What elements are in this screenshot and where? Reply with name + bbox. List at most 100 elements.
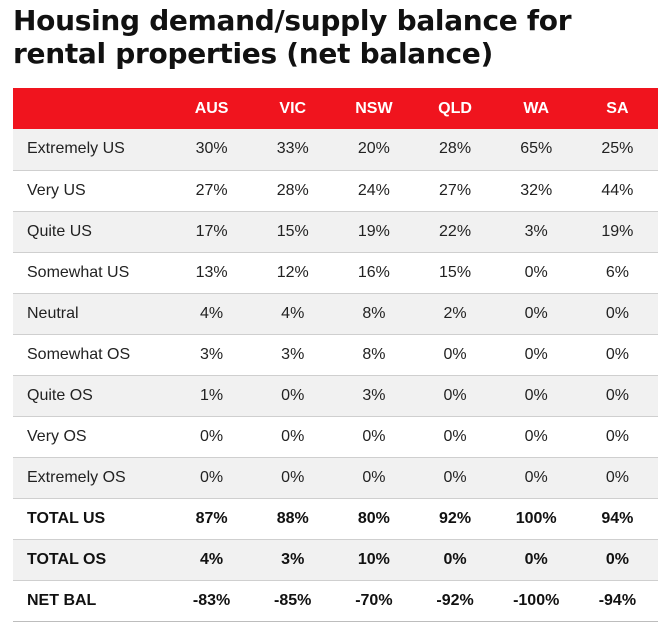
cell-wa: 0% [524,386,548,404]
cell-qld: 0% [443,427,467,445]
row-label: Quite OS [27,386,93,404]
cell-sa: 6% [605,263,629,281]
cell-sa: 0% [605,550,629,568]
cell-wa: 0% [524,550,548,568]
cell-sa: 0% [605,304,629,322]
table-row: TOTAL OS 4% 3% 10% 0% 0% 0% [13,539,658,580]
row-label: NET BAL [27,591,97,609]
table-row: Quite US 17% 15% 19% 22% 3% 19% [13,211,658,252]
cell-qld: 2% [443,304,467,322]
table-row: Somewhat OS 3% 3% 8% 0% 0% 0% [13,334,658,375]
column-header-wa: WA [523,99,550,117]
cell-wa: 0% [524,345,548,363]
cell-sa: 0% [605,427,629,445]
cell-nsw: 3% [362,386,386,404]
row-label: Neutral [27,304,79,322]
cell-wa: 0% [524,304,548,322]
cell-sa: 25% [601,140,634,158]
cell-qld: 0% [443,386,467,404]
cell-qld: 0% [443,345,467,363]
cell-aus: 1% [200,386,224,404]
cell-nsw: 19% [357,222,390,240]
cell-nsw: 8% [362,304,386,322]
column-header-vic: VIC [279,99,307,117]
cell-sa: -94% [598,591,637,609]
cell-nsw: -70% [355,591,393,609]
row-label: TOTAL US [27,509,106,527]
cell-wa: 3% [524,222,548,240]
cell-nsw: 80% [357,509,390,527]
row-label: Quite US [27,222,92,240]
table-row: Extremely OS 0% 0% 0% 0% 0% 0% [13,457,658,498]
cell-vic: 4% [281,304,305,322]
cell-aus: 4% [200,304,224,322]
cell-qld: 22% [439,222,472,240]
table-row: Very US 27% 28% 24% 27% 32% 44% [13,170,658,211]
cell-vic: 12% [276,263,309,281]
cell-nsw: 10% [357,550,390,568]
cell-aus: 17% [195,222,228,240]
table-row: Quite OS 1% 0% 3% 0% 0% 0% [13,375,658,416]
cell-wa: 65% [520,140,553,158]
cell-sa: 94% [601,509,634,527]
cell-vic: 3% [281,345,305,363]
row-label: Very US [27,181,86,199]
cell-wa: 0% [524,427,548,445]
cell-aus: 13% [195,263,228,281]
cell-qld: 0% [443,468,467,486]
cell-qld: 28% [439,140,472,158]
cell-nsw: 0% [362,468,386,486]
cell-aus: 30% [195,140,228,158]
cell-qld: 27% [439,181,472,199]
cell-aus: 27% [195,181,228,199]
cell-qld: -92% [436,591,474,609]
cell-wa: 0% [524,468,548,486]
column-header-aus: AUS [194,99,229,117]
cell-qld: 0% [443,550,467,568]
table-header-row: AUS VIC NSW QLD WA SA [13,88,658,129]
cell-vic: -85% [274,591,312,609]
cell-vic: 15% [276,222,309,240]
cell-sa: 19% [601,222,634,240]
page-title: Housing demand/supply balance for rental… [13,4,572,70]
table-row: Neutral 4% 4% 8% 2% 0% 0% [13,293,658,334]
cell-wa: 0% [524,263,548,281]
cell-aus: -83% [192,591,231,609]
balance-table: AUS VIC NSW QLD WA SA Extremely US 30% 33%… [13,88,658,622]
cell-aus: 0% [200,427,224,445]
cell-nsw: 20% [357,140,390,158]
cell-vic: 0% [281,386,305,404]
cell-vic: 33% [276,140,309,158]
cell-vic: 3% [281,550,305,568]
cell-sa: 0% [605,386,629,404]
cell-qld: 92% [439,509,472,527]
table-row: NET BAL -83% -85% -70% -92% -100% -94% [13,580,658,621]
table-row: Very OS 0% 0% 0% 0% 0% 0% [13,416,658,457]
row-label: TOTAL OS [27,550,107,568]
cell-wa: 32% [520,181,553,199]
header-cell-empty [13,88,171,129]
cell-sa: 0% [605,345,629,363]
cell-nsw: 0% [362,427,386,445]
cell-vic: 0% [281,427,305,445]
column-header-sa: SA [606,99,629,117]
cell-aus: 0% [200,468,224,486]
table-body: Extremely US 30% 33% 20% 28% 65% 25% Very US 27%… [13,129,658,621]
cell-qld: 15% [439,263,472,281]
cell-vic: 0% [281,468,305,486]
table-row: Somewhat US 13% 12% 16% 15% 0% 6% [13,252,658,293]
cell-nsw: 24% [357,181,390,199]
row-label: Extremely OS [27,468,126,486]
table-row: TOTAL US 87% 88% 80% 92% 100% 94% [13,498,658,539]
cell-nsw: 16% [357,263,390,281]
row-label: Somewhat OS [27,345,131,363]
row-label: Extremely US [27,140,125,158]
cell-aus: 87% [195,509,228,527]
table-row: Extremely US 30% 33% 20% 28% 65% 25% [13,129,658,170]
cell-wa: -100% [513,591,560,609]
cell-nsw: 8% [362,345,386,363]
cell-sa: 0% [605,468,629,486]
cell-aus: 4% [200,550,224,568]
row-label: Somewhat US [27,263,130,281]
cell-vic: 28% [276,181,309,199]
